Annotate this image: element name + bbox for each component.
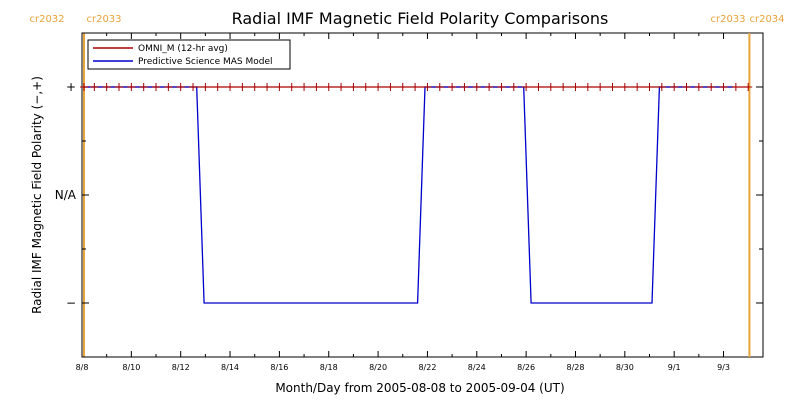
series-0-point-13 xyxy=(238,83,247,91)
series-0-point-5 xyxy=(139,83,148,91)
series-0-point-33 xyxy=(485,83,494,91)
x-tick-label-9: 8/26 xyxy=(517,363,535,372)
series-0-point-45 xyxy=(633,83,642,91)
series-0-point-48 xyxy=(670,83,679,91)
y-tick-label-2: − xyxy=(66,296,76,310)
series-0-point-7 xyxy=(164,83,173,91)
series-0-point-34 xyxy=(497,83,506,91)
series-0-point-52 xyxy=(719,83,728,91)
series-0-point-27 xyxy=(411,83,420,91)
series-0-point-1 xyxy=(90,83,99,91)
legend: OMNI_M (12-hr avg) Predictive Science MA… xyxy=(87,39,291,70)
series-0-point-35 xyxy=(509,83,518,91)
carrington-label-left-1: cr2032 xyxy=(29,14,64,25)
x-tick-label-10: 8/28 xyxy=(566,363,584,372)
x-tick-label-2: 8/12 xyxy=(172,363,190,372)
x-tick-label-12: 9/1 xyxy=(668,363,681,372)
series-0-point-17 xyxy=(287,83,296,91)
series-0-point-54 xyxy=(744,83,753,91)
series-0-point-46 xyxy=(645,83,654,91)
series-0-point-8 xyxy=(176,83,185,91)
x-tick-label-3: 8/14 xyxy=(221,363,239,372)
x-tick-label-0: 8/8 xyxy=(76,363,89,372)
chart-title: Radial IMF Magnetic Field Polarity Compa… xyxy=(232,9,609,28)
series-0-point-25 xyxy=(386,83,395,91)
series-0-point-24 xyxy=(374,83,383,91)
series-0-point-2 xyxy=(102,83,111,91)
series-0-point-28 xyxy=(423,83,432,91)
series-0-point-29 xyxy=(435,83,444,91)
series-0-point-11 xyxy=(213,83,222,91)
series-0-point-26 xyxy=(398,83,407,91)
x-tick-label-6: 8/20 xyxy=(369,363,387,372)
series-line-1 xyxy=(84,86,734,304)
series-0-point-4 xyxy=(127,83,136,91)
series-0-point-22 xyxy=(349,83,358,91)
series-0-point-36 xyxy=(522,83,531,91)
series-0-point-16 xyxy=(275,83,284,91)
series-0-point-15 xyxy=(263,83,272,91)
series-0-point-43 xyxy=(608,83,617,91)
y-tick-label-0: + xyxy=(66,80,76,94)
carrington-label-right-1: cr2033 xyxy=(86,14,121,25)
series-0-point-10 xyxy=(201,83,210,91)
series-0-point-20 xyxy=(324,83,333,91)
series-0-point-47 xyxy=(657,83,666,91)
carrington-label-right-2: cr2034 xyxy=(749,14,784,25)
y-tick-label-1: N/A xyxy=(55,188,77,202)
series-0-point-42 xyxy=(596,83,605,91)
series-0-point-38 xyxy=(546,83,555,91)
series-0-point-51 xyxy=(707,83,716,91)
series-0-point-14 xyxy=(250,83,259,91)
series-0-point-39 xyxy=(559,83,568,91)
series-0-point-37 xyxy=(534,83,543,91)
y-axis-label: Radial IMF Magnetic Field Polarity (−,+) xyxy=(30,76,44,314)
legend-label-mas: Predictive Science MAS Model xyxy=(138,57,273,67)
series-0-point-6 xyxy=(152,83,161,91)
series-0-point-9 xyxy=(189,83,198,91)
series-0-point-19 xyxy=(312,83,321,91)
x-tick-label-1: 8/10 xyxy=(122,363,140,372)
series-0-point-31 xyxy=(460,83,469,91)
x-axis-label: Month/Day from 2005-08-08 to 2005-09-04 … xyxy=(275,381,564,395)
series-0-point-49 xyxy=(682,83,691,91)
series-0-point-53 xyxy=(731,83,740,91)
legend-box xyxy=(87,39,291,70)
series-0-point-3 xyxy=(115,83,124,91)
series-0-point-41 xyxy=(583,83,592,91)
x-tick-label-8: 8/24 xyxy=(468,363,486,372)
series-0-point-18 xyxy=(300,83,309,91)
series-0-point-40 xyxy=(571,83,580,91)
x-tick-label-4: 8/16 xyxy=(270,363,288,372)
legend-label-omni: OMNI_M (12-hr avg) xyxy=(138,44,228,54)
x-tick-label-11: 8/30 xyxy=(616,363,634,372)
series-0-point-12 xyxy=(226,83,235,91)
series-0-point-50 xyxy=(694,83,703,91)
x-tick-label-7: 8/22 xyxy=(418,363,436,372)
series-0-point-44 xyxy=(620,83,629,91)
carrington-label-left-2: cr2033 xyxy=(710,14,745,25)
series-0-point-0 xyxy=(79,83,88,91)
plot-frame xyxy=(81,32,764,358)
series-0-point-30 xyxy=(448,83,457,91)
x-tick-label-13: 9/3 xyxy=(717,363,730,372)
series-0-point-32 xyxy=(472,83,481,91)
series-0-point-21 xyxy=(337,83,346,91)
x-tick-label-5: 8/18 xyxy=(320,363,338,372)
series-0-point-23 xyxy=(361,83,370,91)
